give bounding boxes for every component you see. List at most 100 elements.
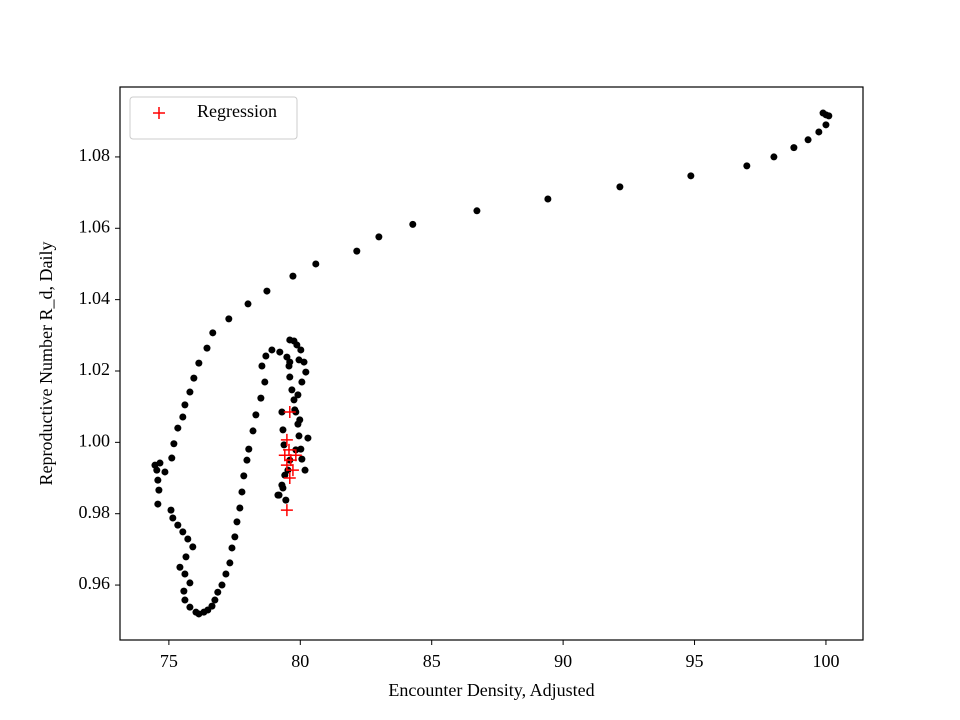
scatter-point [168,454,176,462]
plot-frame [119,86,864,641]
scatter-point [473,207,481,215]
y-tick-label: 1.00 [79,430,111,450]
scatter-point [180,587,188,595]
scatter-point [186,579,194,587]
scatter-point [278,481,286,489]
scatter-point [301,466,309,474]
scatter-point [238,488,246,496]
scatter-point [228,544,236,552]
legend-marker [153,107,165,119]
x-tick-label: 95 [686,651,704,671]
scatter-point [252,411,260,419]
scatter-point [176,563,184,571]
scatter-point [236,504,244,512]
scatter-point [179,528,187,536]
scatter-point [290,396,298,404]
scatter-point [155,486,163,494]
scatter-point [282,496,290,504]
scatter-point [257,394,265,402]
x-axis-label: Encounter Density, Adjusted [388,680,594,700]
scatter-point [258,362,266,370]
scatter-point [276,348,284,356]
scatter-point [214,588,222,596]
y-tick-label: 1.08 [79,145,111,165]
scatter-point [245,445,253,453]
scatter-point [279,426,287,434]
scatter-point [153,466,161,474]
scatter-point [312,260,320,268]
scatter-point [209,329,217,337]
y-tick-label: 0.98 [79,502,111,522]
scatter-point [218,581,226,589]
scatter-point [243,456,251,464]
scatter-point [284,454,297,467]
scatter-point [278,449,291,462]
scatter-point [186,603,194,611]
scatter-point [289,449,302,462]
scatter-point [186,388,194,396]
scatter-point [208,602,216,610]
x-tick-label: 75 [160,651,178,671]
scatter-point [195,359,203,367]
scatter-point [244,300,252,308]
scatter-point [181,570,189,578]
scatter-point [353,247,361,255]
scatter-point [167,506,175,514]
y-tick-label: 1.02 [79,359,111,379]
scatter-point [274,491,282,499]
scatter-point [226,559,234,567]
scatter-point [790,144,798,152]
scatter-point [154,500,162,508]
scatter-point [304,434,312,442]
scatter-point [174,521,182,529]
scatter-point [743,162,751,170]
scatter-point [822,121,830,129]
scatter-point [295,356,303,364]
scatter-point [211,596,219,604]
scatter-point [190,374,198,382]
scatter-point [222,570,230,578]
scatter-point [293,341,301,349]
scatter-point [280,433,293,446]
legend-box [129,96,298,140]
scatter-point [181,401,189,409]
scatter-point [283,406,296,419]
y-axis-label: Reproductive Number R_d, Daily [36,242,56,486]
scatter-point [225,315,233,323]
scatter-point [286,336,294,344]
scatter-point [169,514,177,522]
scatter-point [182,553,190,561]
scatter-point [203,344,211,352]
scatter-point [295,432,303,440]
scatter-point [375,233,383,241]
y-tick-label: 1.04 [79,288,111,308]
scatter-point [240,472,248,480]
scatter-point [262,352,270,360]
scatter-point [288,386,296,394]
scatter-point [174,424,182,432]
scatter-point [280,441,288,449]
scatter-point [161,468,169,476]
scatter-point [189,543,197,551]
scatter-point [302,368,310,376]
scatter-point [286,358,294,366]
scatter-point [154,476,162,484]
scatter-point [298,378,306,386]
scatter-point [283,472,296,485]
scatter-point [687,172,695,180]
scatter-point [268,346,276,354]
scatter-point [170,440,178,448]
x-tick-label: 80 [291,651,309,671]
scatter-point [297,346,305,354]
legend-label: Regression [197,101,277,121]
scatter-point [231,533,239,541]
scatter-point [294,391,302,399]
scatter-point [298,455,306,463]
legend: Regression [129,96,298,140]
scatter-point [261,378,269,386]
scatter-point [296,416,304,424]
scatter-point [616,183,624,191]
x-tick-label: 90 [554,651,572,671]
scatter-point [289,272,297,280]
